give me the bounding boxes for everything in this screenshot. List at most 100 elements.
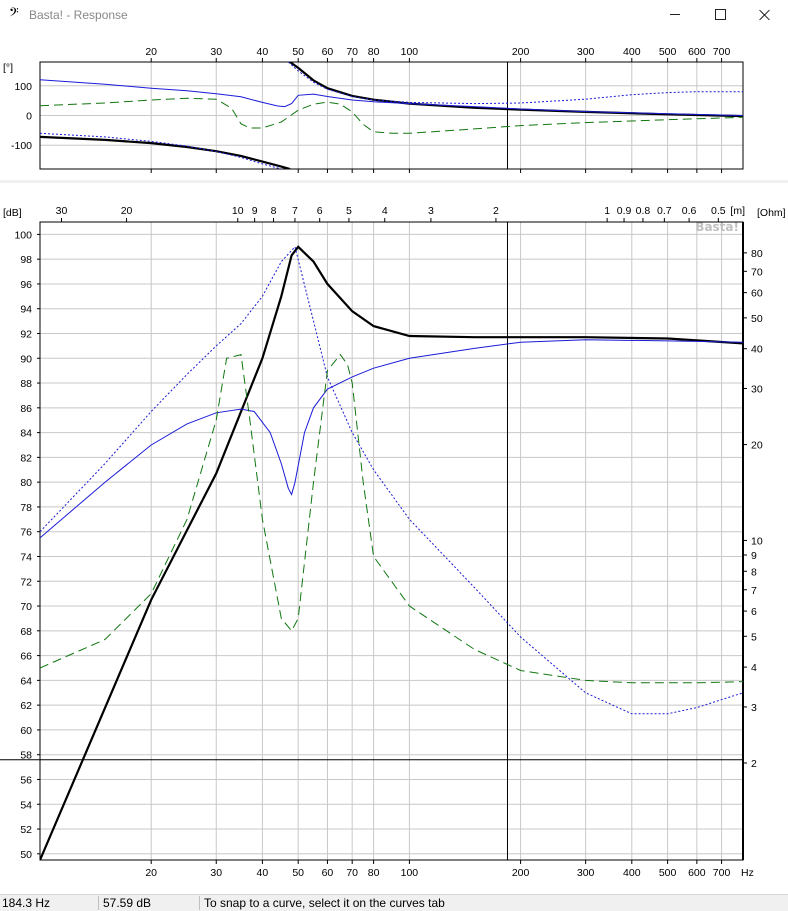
window-title: Basta! - Response bbox=[29, 8, 128, 22]
phase-xtick-label-200: 200 bbox=[512, 46, 530, 58]
ohm-tick-label-70: 70 bbox=[751, 266, 763, 278]
distance-tick-label-2: 2 bbox=[493, 205, 499, 217]
distance-tick-label-10: 10 bbox=[232, 205, 244, 217]
mag-ytick-label-92: 92 bbox=[20, 328, 32, 340]
phase-series-4 bbox=[40, 79, 743, 116]
mag-ytick-label-80: 80 bbox=[20, 477, 32, 489]
ohm-tick-label-30: 30 bbox=[751, 383, 763, 395]
mag-ytick-label-64: 64 bbox=[20, 675, 32, 687]
mag-xtick-label-20: 20 bbox=[145, 867, 157, 879]
ohm-tick-label-3: 3 bbox=[751, 702, 757, 714]
mag-ytick-label-84: 84 bbox=[20, 428, 32, 440]
close-button[interactable] bbox=[742, 0, 788, 30]
ohm-tick-label-5: 5 bbox=[751, 631, 757, 643]
mag-ytick-label-58: 58 bbox=[20, 750, 32, 762]
mag-x-unit: Hz bbox=[741, 867, 754, 879]
ohm-tick-label-9: 9 bbox=[751, 550, 757, 562]
phase-xtick-label-500: 500 bbox=[659, 46, 677, 58]
response-chart[interactable]: 20 30 40 50 60 70 80 100 200 300 400 500 600 700 100 0 -… bbox=[0, 30, 788, 894]
mag-xtick-label-300: 300 bbox=[577, 867, 595, 879]
magnitude-panel-background bbox=[0, 183, 788, 894]
mag-ytick-label-76: 76 bbox=[20, 527, 32, 539]
ohm-tick-label-20: 20 bbox=[751, 440, 763, 452]
mag-xtick-label-30: 30 bbox=[210, 867, 222, 879]
mag-ytick-label-72: 72 bbox=[20, 576, 32, 588]
ohm-tick-label-6: 6 bbox=[751, 606, 757, 618]
mag-xtick-label-50: 50 bbox=[292, 867, 304, 879]
phase-xtick-label-60: 60 bbox=[322, 46, 334, 58]
mag-ylabel: [dB] bbox=[3, 207, 22, 219]
distance-tick-label-20: 20 bbox=[121, 205, 133, 217]
mag-xtick-label-40: 40 bbox=[257, 867, 269, 879]
mag-ytick-label-60: 60 bbox=[20, 725, 32, 737]
ohm-tick-label-2: 2 bbox=[751, 758, 757, 770]
maximize-button[interactable] bbox=[697, 0, 743, 30]
mag-ytick-label-88: 88 bbox=[20, 378, 32, 390]
mag-series-3 bbox=[40, 353, 743, 684]
distance-tick-label-5: 5 bbox=[346, 205, 352, 217]
distance-tick-label-0.6: 0.6 bbox=[682, 205, 697, 217]
mag-xtick-label-200: 200 bbox=[512, 867, 530, 879]
status-hint: To snap to a curve, select it on the cur… bbox=[204, 896, 445, 910]
distance-tick-label-7: 7 bbox=[292, 205, 298, 217]
mag-xtick-label-100: 100 bbox=[401, 867, 419, 879]
ohm-tick-label-7: 7 bbox=[751, 585, 757, 597]
mag-ytick-label-66: 66 bbox=[20, 651, 32, 663]
phase-xtick-label-40: 40 bbox=[257, 46, 269, 58]
mag-ytick-label-52: 52 bbox=[20, 824, 32, 836]
phase-ylabel: [°] bbox=[3, 62, 13, 74]
cursor-level-readout: 57.59 dB bbox=[101, 896, 200, 910]
ohm-tick-label-60: 60 bbox=[751, 288, 763, 300]
mag-ytick-label-70: 70 bbox=[20, 601, 32, 613]
distance-tick-label-0.7: 0.7 bbox=[657, 205, 672, 217]
phase-panel-background bbox=[0, 30, 788, 180]
phase-xtick-label-20: 20 bbox=[145, 46, 157, 58]
distance-axis-unit: [m] bbox=[730, 205, 745, 217]
ohm-tick-label-8: 8 bbox=[751, 566, 757, 578]
ohm-axis-label: [Ohm] bbox=[757, 207, 786, 219]
mag-ytick-label-56: 56 bbox=[20, 774, 32, 786]
distance-tick-label-0.9: 0.9 bbox=[617, 205, 632, 217]
ohm-tick-label-80: 80 bbox=[751, 248, 763, 260]
mag-xtick-label-500: 500 bbox=[659, 867, 677, 879]
cursor-frequency-readout: 184.3 Hz bbox=[0, 896, 99, 910]
ohm-tick-label-50: 50 bbox=[751, 313, 763, 325]
mag-xtick-label-80: 80 bbox=[368, 867, 380, 879]
distance-tick-label-3: 3 bbox=[428, 205, 434, 217]
magnitude-grid: 20 30 40 50 60 70 80 100 200 300 400 500 600 700 Hz 50 5… bbox=[3, 205, 786, 879]
mag-xtick-label-60: 60 bbox=[322, 867, 334, 879]
phase-curves bbox=[40, 62, 743, 169]
ohm-tick-label-10: 10 bbox=[751, 535, 763, 547]
distance-tick-label-1: 1 bbox=[604, 205, 610, 217]
mag-xtick-label-600: 600 bbox=[688, 867, 706, 879]
mag-ytick-label-96: 96 bbox=[20, 279, 32, 291]
mag-ytick-label-68: 68 bbox=[20, 626, 32, 638]
phase-ytick-label-100: 100 bbox=[14, 81, 32, 93]
mag-ytick-label-82: 82 bbox=[20, 452, 32, 464]
distance-tick-label-8: 8 bbox=[271, 205, 277, 217]
phase-xtick-label-400: 400 bbox=[623, 46, 641, 58]
mag-xtick-label-70: 70 bbox=[346, 867, 358, 879]
panel-separator bbox=[0, 180, 788, 183]
phase-xtick-label-600: 600 bbox=[688, 46, 706, 58]
phase-xtick-label-50: 50 bbox=[292, 46, 304, 58]
mag-ytick-label-100: 100 bbox=[14, 229, 32, 241]
phase-xtick-label-300: 300 bbox=[577, 46, 595, 58]
phase-xtick-label-70: 70 bbox=[346, 46, 358, 58]
minimize-button[interactable] bbox=[652, 0, 698, 30]
basta-watermark: Basta! bbox=[695, 220, 739, 234]
bass-clef-icon: 𝄢 bbox=[9, 5, 19, 23]
distance-tick-label-6: 6 bbox=[317, 205, 323, 217]
mag-ytick-label-62: 62 bbox=[20, 700, 32, 712]
mag-ytick-label-74: 74 bbox=[20, 551, 32, 563]
phase-series-5 bbox=[40, 97, 743, 134]
mag-ytick-label-86: 86 bbox=[20, 403, 32, 415]
ohm-tick-label-40: 40 bbox=[751, 344, 763, 356]
magnitude-curves bbox=[40, 245, 743, 860]
phase-xtick-label-30: 30 bbox=[210, 46, 222, 58]
mag-ytick-label-90: 90 bbox=[20, 353, 32, 365]
mag-ytick-label-54: 54 bbox=[20, 799, 32, 811]
phase-xtick-label-700: 700 bbox=[713, 46, 731, 58]
mag-ytick-label-98: 98 bbox=[20, 254, 32, 266]
distance-tick-label-0.8: 0.8 bbox=[636, 205, 651, 217]
